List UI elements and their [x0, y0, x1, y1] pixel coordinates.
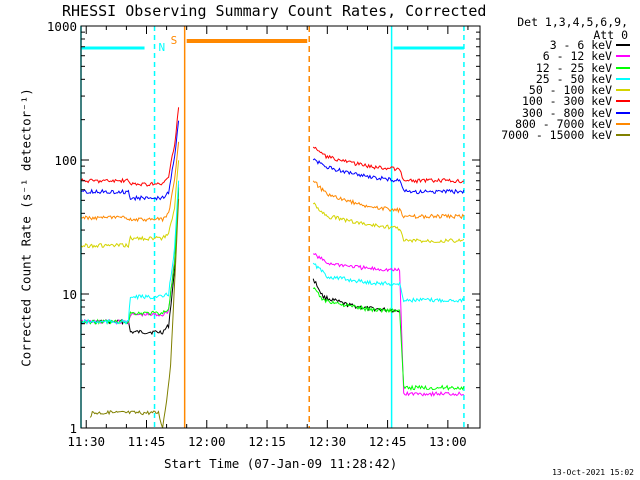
legend-swatch	[616, 44, 630, 46]
x-tick-label: 11:45	[128, 434, 166, 449]
y-tick-label: 1	[69, 421, 77, 436]
saa-marker-label: S	[171, 34, 178, 47]
series-line-5	[80, 107, 464, 187]
x-tick-label: 12:30	[308, 434, 346, 449]
legend-swatch	[616, 55, 630, 58]
y-tick-label: 1000	[47, 19, 77, 34]
legend-entry: 300 - 800 keV	[482, 105, 634, 120]
legend-swatch	[616, 134, 630, 137]
y-axis-label: Corrected Count Rate (s⁻¹ detector⁻¹)	[18, 88, 34, 367]
series-line-2	[80, 187, 465, 391]
x-tick-label: 13:00	[429, 434, 467, 449]
legend-label: 7000 - 15000 keV	[501, 128, 612, 143]
legend-entry: 800 - 7000 keV	[482, 117, 634, 132]
legend-swatch	[616, 66, 630, 69]
x-tick-label: 12:45	[369, 434, 407, 449]
attenuator-label: Att 0	[593, 28, 628, 42]
legend-label: 25 - 50 keV	[535, 71, 612, 86]
legend-label: 800 - 7000 keV	[515, 117, 612, 132]
legend-swatch	[616, 123, 630, 126]
series-line-3	[80, 180, 465, 326]
series-line-8	[89, 198, 180, 429]
saa-markers: S	[171, 26, 310, 428]
legend-label: 50 - 100 keV	[528, 83, 612, 98]
legend-entry: 3 - 6 keV	[482, 38, 634, 52]
legend-entry: 7000 - 15000 keV	[482, 128, 634, 143]
legend-swatch	[616, 77, 630, 80]
plot-frame	[80, 25, 481, 429]
series-lines	[80, 107, 465, 429]
legend-entry: 25 - 50 keV	[482, 71, 634, 86]
legend-label: 6 - 12 keV	[542, 49, 612, 64]
detectors-label: Det 1,3,4,5,6,9,	[517, 15, 628, 29]
timestamp: 13-Oct-2021 15:02	[552, 468, 634, 477]
legend-entry: 100 - 300 keV	[482, 94, 634, 109]
series-line-4	[80, 160, 465, 249]
night-markers: N	[80, 26, 465, 428]
series-line-7	[80, 141, 465, 223]
legend-swatch	[616, 89, 630, 92]
night-marker-label: N	[159, 41, 166, 54]
legend-swatch	[616, 111, 630, 114]
x-tick-label: 12:15	[248, 434, 286, 449]
legend: 3 - 6 keV 6 - 12 keV 12 - 25 keV 25 - 50 ke…	[482, 38, 634, 143]
legend-label: 300 - 800 keV	[521, 105, 612, 120]
legend-entry: 50 - 100 keV	[482, 83, 634, 98]
y-tick-label: 100	[54, 153, 77, 168]
legend-label: 3 - 6 keV	[549, 38, 612, 52]
legend-label: 100 - 300 keV	[521, 94, 612, 109]
legend-label: 12 - 25 keV	[535, 60, 612, 75]
legend-entry: 6 - 12 keV	[482, 49, 634, 64]
chart-title: RHESSI Observing Summary Count Rates, Co…	[62, 2, 487, 20]
x-tick-label: 12:00	[188, 434, 226, 449]
x-tick-label: 11:30	[67, 434, 105, 449]
x-axis-label: Start Time (07-Jan-09 11:28:42)	[164, 456, 398, 471]
y-tick-label: 10	[62, 287, 77, 302]
legend-entry: 12 - 25 keV	[482, 60, 634, 75]
legend-swatch	[616, 100, 630, 103]
series-line-6	[80, 120, 465, 202]
axis-ticks: 11:30 11:45 12:00 12:15 12:30 12:45 13:00 1 10 10…	[47, 19, 480, 449]
